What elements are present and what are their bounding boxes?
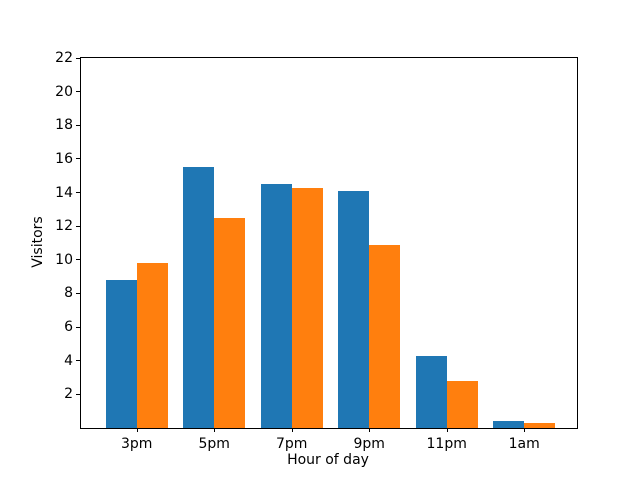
- bar-series-orange-5pm: [214, 217, 246, 428]
- bar-series-orange-9pm: [369, 244, 401, 428]
- y-tick-mark: [76, 326, 80, 328]
- x-tick-label: 3pm: [120, 436, 153, 452]
- y-tick-mark: [76, 292, 80, 294]
- y-tick-label: 16: [55, 150, 73, 167]
- bar-series-orange-3pm: [136, 263, 168, 428]
- y-tick-label: 6: [64, 319, 73, 336]
- y-tick-mark: [76, 360, 80, 362]
- x-axis-label: Hour of day: [287, 452, 369, 468]
- y-tick-label: 4: [64, 352, 73, 369]
- y-tick-label: 12: [55, 218, 73, 235]
- x-tick-mark: [214, 428, 216, 432]
- y-tick-mark: [76, 225, 80, 227]
- y-tick-mark: [76, 57, 80, 59]
- x-tick-label: 7pm: [275, 436, 308, 452]
- y-tick-label: 14: [55, 184, 73, 201]
- y-axis-label: Visitors: [30, 216, 46, 268]
- bar-series-blue-5pm: [183, 167, 215, 428]
- bar-series-blue-9pm: [338, 190, 370, 428]
- bar-series-blue-7pm: [260, 184, 292, 428]
- y-tick-mark: [76, 91, 80, 93]
- x-tick-label: 11pm: [426, 436, 467, 452]
- y-tick-mark: [76, 124, 80, 126]
- x-tick-label: 9pm: [353, 436, 385, 452]
- bar-series-orange-1am: [524, 422, 556, 428]
- y-tick-label: 10: [55, 251, 73, 268]
- x-tick-label: 1am: [508, 436, 540, 452]
- y-tick-label: 22: [55, 50, 73, 66]
- plot-area: 2 4 6 8 10 12 14 16 18 20 22 3pm 5pm 7pm 9pm 11pm 1am: [55, 50, 578, 452]
- bar-series-blue-3pm: [105, 280, 137, 428]
- y-tick-mark: [76, 158, 80, 160]
- y-tick-label: 18: [55, 117, 73, 134]
- x-tick-mark: [291, 428, 293, 432]
- y-tick-mark: [76, 259, 80, 261]
- y-tick-label: 8: [64, 285, 73, 302]
- y-tick-label: 20: [55, 83, 73, 100]
- y-tick-mark: [76, 192, 80, 194]
- bar-series-orange-11pm: [446, 380, 478, 428]
- x-tick-mark: [446, 428, 448, 432]
- x-tick-label: 5pm: [198, 436, 230, 452]
- y-tick-mark: [76, 393, 80, 395]
- bar-series-orange-7pm: [291, 187, 323, 428]
- bar-series-blue-11pm: [415, 355, 447, 428]
- x-tick-mark: [136, 428, 138, 432]
- x-tick-mark: [369, 428, 371, 432]
- x-tick-mark: [524, 428, 526, 432]
- bar-series-blue-1am: [493, 421, 525, 428]
- y-tick-label: 2: [64, 386, 73, 403]
